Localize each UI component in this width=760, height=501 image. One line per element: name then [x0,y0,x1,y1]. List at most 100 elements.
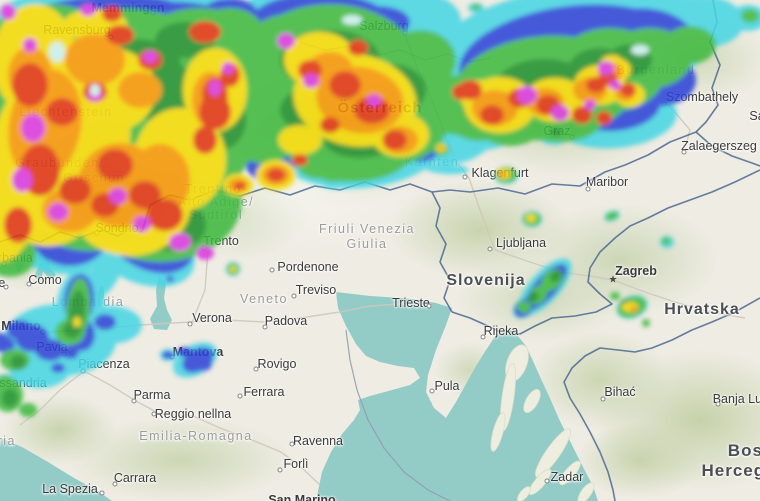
radar-cell-red [102,6,122,22]
city-marker [480,334,486,340]
island [535,428,571,478]
radar-cell-cyan [425,163,469,175]
radar-cell-red [199,94,231,130]
radar-cell-blue [51,363,65,373]
radar-cell-blue [177,347,193,357]
city-marker [600,396,606,402]
radar-cell-dgreen [10,355,26,369]
radar-cell-magenta [21,114,45,142]
sea-area [0,438,112,501]
radar-cell-red [46,98,78,126]
city-marker [112,481,118,487]
radar-cell-green [605,211,619,221]
radar-cell-magenta [12,168,32,192]
island [559,460,581,486]
road [468,177,496,251]
radar-cell-magenta [222,62,234,74]
radar-cell-magenta [609,80,621,90]
radar-cell-red [147,199,183,231]
lake [150,276,172,330]
radar-cell-magenta [598,61,614,75]
radar-cell-green [741,9,759,23]
radar-cell-blue [0,333,11,351]
radar-cell-red [458,80,482,100]
radar-cell-magenta [80,4,96,16]
radar-cell-magenta [551,105,569,121]
island [490,412,506,452]
city-marker [187,321,193,327]
radar-cell-magenta [169,233,191,251]
radar-cell-red [354,96,390,124]
city-marker [151,411,157,417]
country-border [504,169,760,335]
radar-cell-blue [94,314,116,330]
road [339,303,427,313]
radar-cell-orange [438,146,444,150]
radar-cell-red [329,71,361,99]
country-border [431,191,453,313]
radar-cell-green [662,237,670,245]
radar-cell-magenta [196,246,214,260]
radar-cell-green [19,403,37,417]
radar-cell-red [129,181,161,209]
city-marker [544,478,550,484]
radar-cell-red [4,207,32,243]
radar-cell-red [106,25,134,45]
city-marker [289,441,295,447]
island [523,388,541,414]
city-marker [26,281,32,287]
city-marker [131,398,137,404]
radar-cell-blue [7,320,33,340]
country-border [563,297,760,501]
radar-cell-magenta [367,94,381,106]
road [612,279,746,319]
radar-cell-blue [194,357,212,371]
city-marker [269,267,275,273]
radar-cell-dgreen [527,291,539,303]
radar-cell-magenta [23,38,37,52]
city-marker [487,246,493,252]
radar-cell-magenta [209,80,221,96]
city-marker [237,393,243,399]
radar-cell-core [342,15,362,25]
radar-cell-magenta [277,33,295,49]
radar-cell-red [320,117,340,133]
radar-cell-green [610,292,620,300]
radar-cell-magenta [143,51,157,63]
radar-cell-red [292,154,308,166]
radar-cell-yellow [526,214,536,222]
radar-cell-blue [162,351,174,359]
radar-cell-red [383,130,407,150]
radar-cell-core [631,45,649,55]
radar-cell-red [620,83,636,97]
radar-cell-red [298,60,322,80]
radar-cell-red [348,40,368,56]
city-marker [681,149,687,155]
radar-cell-green [664,26,716,64]
radar-cell-magenta [0,4,16,20]
city-marker [262,324,268,330]
country-border [431,131,697,195]
radar-cell-red [234,182,246,190]
city-marker [426,303,432,309]
radar-cell-yellow [230,266,236,272]
radar-cell-red [596,111,612,125]
city-marker [715,401,721,407]
island [528,468,552,496]
radar-cell-magenta [584,100,596,110]
radar-cell-dgreen [549,269,563,283]
sea-area [316,292,598,501]
radar-cell-blue [166,276,174,282]
radar-cell-yellow [73,317,81,327]
radar-cell-orange [118,72,162,108]
radar-cell-magenta [517,86,537,104]
radar-cell-dgreen [551,128,561,136]
radar-cell-orange [65,34,125,86]
capital-star-marker: ★ [608,274,618,286]
radar-cell-green [642,319,650,327]
island [577,482,595,501]
radar-cell-orange [498,171,506,177]
radar-cell-dgreen [2,389,18,407]
city-marker [291,293,297,299]
